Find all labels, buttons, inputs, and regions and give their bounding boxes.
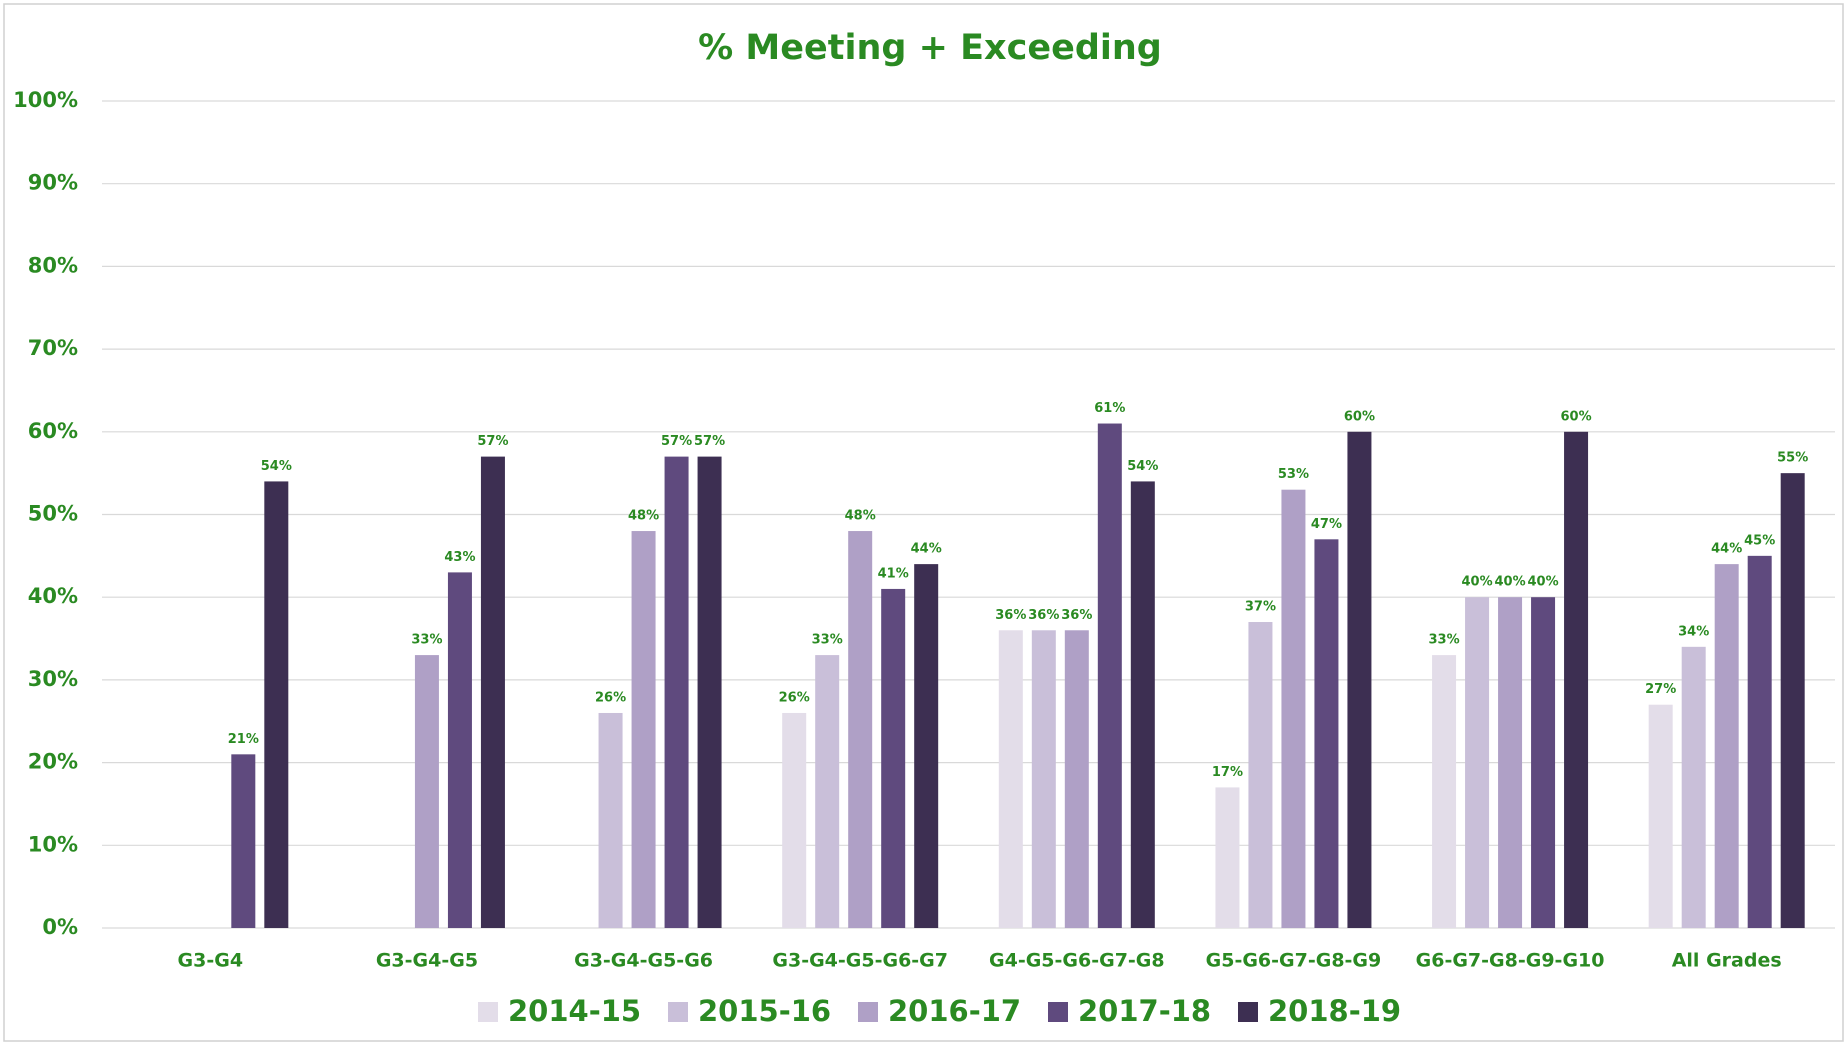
bar (1064, 630, 1089, 928)
bar (264, 481, 289, 928)
y-tick-label: 40% (28, 584, 78, 608)
y-tick-label: 70% (28, 336, 78, 360)
bar (1347, 431, 1372, 928)
x-tick-label: G6-G7-G8-G9-G10 (1416, 950, 1605, 972)
data-label: 57% (477, 434, 508, 449)
y-tick-label: 90% (28, 171, 78, 195)
y-tick-label: 100% (13, 88, 78, 112)
data-label: 36% (1061, 608, 1092, 623)
data-label: 48% (628, 509, 659, 524)
data-label: 40% (1462, 575, 1493, 590)
data-label: 47% (1311, 517, 1342, 532)
data-label: 55% (1777, 451, 1808, 466)
data-label: 61% (1094, 401, 1125, 416)
bar (664, 456, 689, 928)
data-label: 17% (1212, 765, 1243, 780)
data-label: 27% (1645, 682, 1676, 697)
y-tick-label: 80% (28, 253, 78, 277)
data-label: 34% (1678, 624, 1709, 639)
x-tick-label: G5-G6-G7-G8-G9 (1206, 950, 1382, 972)
bar (1248, 622, 1273, 928)
bar (1747, 555, 1772, 928)
x-tick-label: G3-G4-G5 (376, 950, 478, 972)
bar (881, 588, 906, 928)
bar (1097, 423, 1122, 928)
legend-label: 2015-16 (698, 994, 831, 1028)
data-label: 44% (911, 542, 942, 557)
data-label: 54% (261, 459, 292, 474)
legend-label: 2014-15 (508, 994, 641, 1028)
bar (1465, 597, 1490, 928)
chart-title: % Meeting + Exceeding (698, 28, 1162, 68)
data-label: 36% (1028, 608, 1059, 623)
data-label: 33% (812, 633, 843, 648)
bar (815, 655, 840, 928)
data-label: 48% (845, 509, 876, 524)
data-label: 45% (1744, 533, 1775, 548)
bar (1314, 539, 1339, 928)
legend-swatch (668, 1002, 688, 1022)
bar (480, 456, 505, 928)
data-label: 41% (878, 566, 909, 581)
bar (848, 531, 873, 928)
x-tick-label: G4-G5-G6-G7-G8 (989, 950, 1165, 972)
y-tick-label: 30% (28, 667, 78, 691)
data-label: 57% (694, 434, 725, 449)
legend-label: 2018-19 (1268, 994, 1401, 1028)
y-tick-label: 20% (28, 750, 78, 774)
bar (598, 712, 623, 928)
x-tick-label: All Grades (1672, 950, 1782, 972)
data-label: 21% (228, 732, 259, 747)
x-tick-label: G3-G4-G5-G6-G7 (772, 950, 948, 972)
bar (414, 655, 439, 928)
data-label: 40% (1495, 575, 1526, 590)
bar (998, 630, 1023, 928)
bar (447, 572, 472, 928)
data-label: 33% (411, 633, 442, 648)
bar (631, 531, 656, 928)
bar (231, 754, 256, 928)
bar (1648, 704, 1673, 928)
data-label: 53% (1278, 467, 1309, 482)
data-label: 44% (1711, 542, 1742, 557)
bar (1215, 787, 1240, 928)
legend-swatch (1238, 1002, 1258, 1022)
y-tick-label: 60% (28, 419, 78, 443)
y-tick-label: 10% (28, 832, 78, 856)
legend-label: 2016-17 (888, 994, 1021, 1028)
legend-swatch (858, 1002, 878, 1022)
data-label: 60% (1561, 409, 1592, 424)
bar (1281, 489, 1306, 928)
data-label: 33% (1429, 633, 1460, 648)
bar (1780, 473, 1805, 928)
data-label: 26% (595, 690, 626, 705)
data-label: 26% (779, 690, 810, 705)
bar (1130, 481, 1155, 928)
x-tick-label: G3-G4 (178, 950, 244, 972)
legend-label: 2017-18 (1078, 994, 1211, 1028)
bar (1498, 597, 1523, 928)
bar (697, 456, 722, 928)
data-label: 60% (1344, 409, 1375, 424)
legend-swatch (1048, 1002, 1068, 1022)
data-label: 37% (1245, 600, 1276, 615)
bar (1714, 564, 1739, 928)
data-label: 40% (1528, 575, 1559, 590)
y-tick-label: 0% (42, 915, 78, 939)
data-label: 43% (444, 550, 475, 565)
bar (1564, 431, 1589, 928)
bar (1432, 655, 1457, 928)
bar (1531, 597, 1556, 928)
bar (1031, 630, 1056, 928)
data-label: 54% (1127, 459, 1158, 474)
bar (914, 564, 939, 928)
bar (782, 712, 807, 928)
data-label: 57% (661, 434, 692, 449)
data-label: 36% (995, 608, 1026, 623)
y-tick-label: 50% (28, 502, 78, 526)
x-tick-label: G3-G4-G5-G6 (574, 950, 713, 972)
legend-swatch (478, 1002, 498, 1022)
bar (1681, 646, 1706, 928)
